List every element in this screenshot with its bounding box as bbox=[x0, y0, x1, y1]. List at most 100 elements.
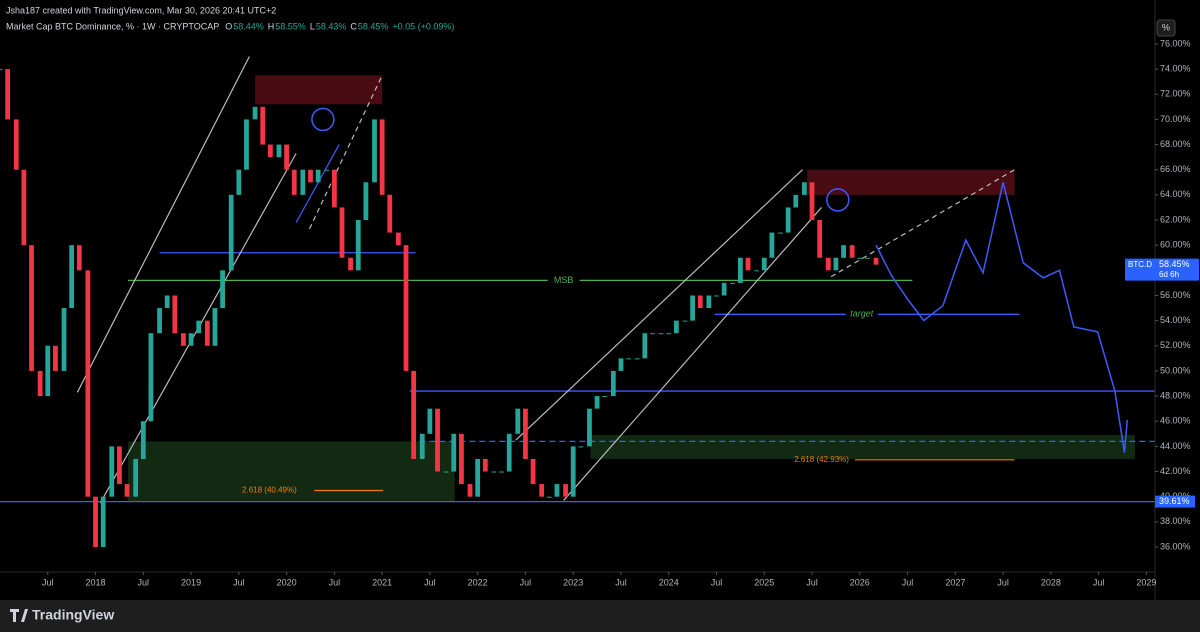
candle bbox=[443, 471, 449, 473]
annotation-bg bbox=[845, 308, 878, 321]
y-tick-label: 74.00% bbox=[1160, 63, 1191, 73]
brand-logo bbox=[10, 609, 28, 622]
candle bbox=[324, 169, 330, 171]
x-tick-label: 2029 bbox=[1136, 577, 1156, 587]
y-tick-label: 52.00% bbox=[1160, 340, 1191, 350]
scale-button[interactable] bbox=[1156, 19, 1176, 37]
scale-button-label[interactable]: % bbox=[1162, 22, 1170, 32]
ohlc-key: O bbox=[225, 21, 232, 31]
x-tick-label: Jul bbox=[138, 577, 150, 587]
ohlc-value: 58.43% bbox=[316, 21, 347, 31]
candle bbox=[13, 119, 19, 170]
y-tick-label: 62.00% bbox=[1160, 214, 1191, 224]
candle bbox=[308, 169, 313, 183]
x-tick-label: 2028 bbox=[1041, 577, 1061, 587]
candle bbox=[515, 408, 521, 434]
candle bbox=[29, 245, 34, 371]
candle bbox=[682, 320, 688, 322]
candle bbox=[148, 333, 154, 422]
candle bbox=[419, 433, 425, 459]
candle bbox=[825, 257, 831, 271]
support-badge bbox=[1155, 495, 1195, 508]
candle bbox=[331, 169, 337, 208]
candle bbox=[181, 333, 186, 346]
candle bbox=[276, 144, 282, 158]
x-tick-label: 2018 bbox=[86, 577, 106, 587]
candle bbox=[802, 182, 807, 195]
candle bbox=[841, 245, 846, 258]
candle bbox=[93, 496, 98, 547]
candle bbox=[61, 308, 67, 371]
x-tick-label: Jul bbox=[42, 577, 54, 587]
x-tick-label: 2019 bbox=[181, 577, 201, 587]
candle bbox=[578, 446, 584, 448]
candle bbox=[291, 169, 297, 195]
candle bbox=[769, 232, 775, 258]
candle bbox=[785, 207, 791, 233]
x-tick-label: Jul bbox=[806, 577, 818, 587]
ohlc-value: 58.55% bbox=[275, 21, 306, 31]
y-tick-label: 50.00% bbox=[1160, 365, 1191, 375]
support-value: 39.61% bbox=[1159, 496, 1190, 506]
candle bbox=[117, 446, 122, 485]
candle bbox=[133, 458, 139, 497]
candle bbox=[236, 169, 242, 195]
y-tick-label: 66.00% bbox=[1160, 164, 1191, 174]
candle bbox=[809, 182, 815, 221]
candle bbox=[164, 295, 170, 309]
candle bbox=[37, 370, 43, 397]
candle bbox=[260, 106, 266, 145]
y-tick-label: 44.00% bbox=[1160, 441, 1191, 451]
candle bbox=[372, 119, 377, 183]
candle bbox=[140, 421, 146, 459]
candle bbox=[188, 333, 194, 346]
candle bbox=[467, 484, 473, 497]
candle bbox=[339, 207, 345, 258]
trendline bbox=[76, 56, 250, 393]
candle bbox=[873, 257, 879, 265]
zone bbox=[807, 169, 1015, 195]
y-tick-label: 60.00% bbox=[1160, 240, 1191, 250]
ohlc-key: H bbox=[268, 21, 275, 31]
candle bbox=[100, 496, 106, 547]
candle bbox=[714, 295, 719, 297]
candle bbox=[69, 245, 75, 309]
x-tick-label: 2021 bbox=[372, 577, 392, 587]
ohlc-key: L bbox=[310, 21, 315, 31]
x-tick-label: Jul bbox=[520, 577, 532, 587]
y-tick-label: 76.00% bbox=[1160, 38, 1191, 48]
x-tick-label: 2025 bbox=[754, 577, 774, 587]
candle bbox=[730, 282, 736, 284]
x-tick-label: 2024 bbox=[659, 577, 679, 587]
candle bbox=[761, 257, 767, 271]
candle bbox=[53, 345, 58, 371]
candle bbox=[610, 370, 616, 397]
candle bbox=[737, 257, 743, 283]
trendline bbox=[515, 169, 803, 441]
candle bbox=[849, 245, 855, 258]
candle bbox=[499, 471, 504, 473]
y-tick-label: 54.00% bbox=[1160, 315, 1191, 325]
countdown: 6d 6h bbox=[1159, 270, 1179, 279]
fib-label: 2.618 (40.49%) bbox=[242, 486, 297, 495]
candle bbox=[650, 333, 655, 335]
candle bbox=[267, 144, 273, 158]
candle bbox=[355, 220, 361, 271]
candle bbox=[658, 333, 664, 335]
candle bbox=[697, 295, 703, 309]
x-tick-label: 2022 bbox=[468, 577, 488, 587]
candle bbox=[459, 433, 464, 485]
footer-bar bbox=[0, 600, 1200, 632]
x-tick-label: 2023 bbox=[563, 577, 583, 587]
candle bbox=[5, 69, 11, 120]
y-tick-label: 38.00% bbox=[1160, 516, 1191, 526]
candle bbox=[85, 270, 91, 497]
candle bbox=[817, 220, 823, 258]
candle bbox=[482, 458, 488, 472]
candle bbox=[523, 408, 528, 459]
trendline bbox=[295, 144, 340, 223]
x-tick-label: 2020 bbox=[277, 577, 297, 587]
ohlc-key: C bbox=[350, 21, 357, 31]
candle bbox=[706, 295, 712, 309]
